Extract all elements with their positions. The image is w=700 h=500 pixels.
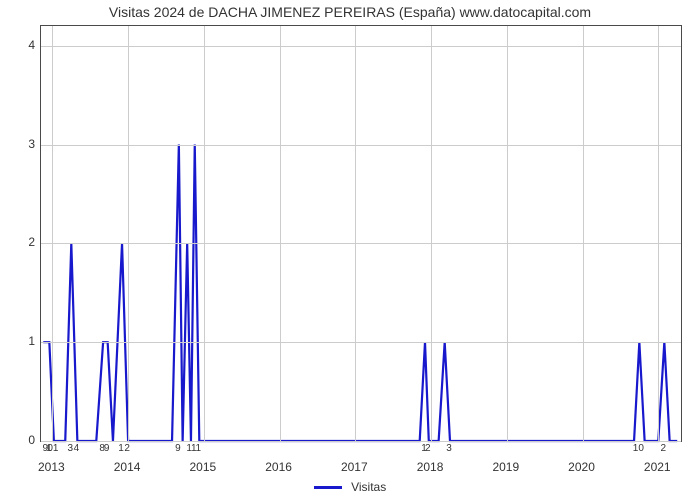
grid-line-v — [128, 26, 129, 441]
grid-line-h — [41, 441, 681, 442]
x-value-label: 2 — [124, 443, 130, 454]
y-tick-label: 2 — [28, 235, 35, 249]
grid-line-v — [583, 26, 584, 441]
plot-area — [40, 25, 682, 442]
grid-line-h — [41, 145, 681, 146]
x-value-label: 01 — [47, 443, 58, 454]
x-value-label: 1 — [196, 443, 202, 454]
x-value-label: 2 — [661, 443, 667, 454]
grid-line-v — [431, 26, 432, 441]
x-year-label: 2013 — [38, 460, 65, 474]
x-year-label: 2014 — [114, 460, 141, 474]
grid-line-h — [41, 342, 681, 343]
x-year-label: 2015 — [189, 460, 216, 474]
grid-line-h — [41, 46, 681, 47]
y-tick-label: 1 — [28, 334, 35, 348]
x-value-label: 4 — [74, 443, 80, 454]
x-value-label: 9 — [104, 443, 110, 454]
grid-line-v — [507, 26, 508, 441]
x-year-label: 2019 — [492, 460, 519, 474]
grid-line-v — [658, 26, 659, 441]
x-value-label: 9 — [175, 443, 181, 454]
grid-line-v — [52, 26, 53, 441]
x-year-label: 2017 — [341, 460, 368, 474]
grid-line-v — [204, 26, 205, 441]
grid-line-v — [355, 26, 356, 441]
x-value-label: 3 — [68, 443, 74, 454]
series-line — [41, 26, 681, 441]
legend-swatch — [314, 486, 342, 489]
chart-title: Visitas 2024 de DACHA JIMENEZ PEREIRAS (… — [0, 4, 700, 20]
x-value-label: 1 — [118, 443, 124, 454]
y-tick-label: 4 — [28, 38, 35, 52]
y-tick-label: 0 — [28, 433, 35, 447]
x-year-label: 2018 — [417, 460, 444, 474]
grid-line-v — [280, 26, 281, 441]
x-year-label: 2016 — [265, 460, 292, 474]
grid-line-h — [41, 243, 681, 244]
x-value-label: 2 — [425, 443, 431, 454]
legend: Visitas — [0, 480, 700, 494]
legend-label: Visitas — [351, 480, 386, 494]
x-year-label: 2021 — [644, 460, 671, 474]
y-tick-label: 3 — [28, 137, 35, 151]
chart-container: Visitas 2024 de DACHA JIMENEZ PEREIRAS (… — [0, 0, 700, 500]
x-value-label: 3 — [446, 443, 452, 454]
x-year-label: 2020 — [568, 460, 595, 474]
x-value-label: 10 — [633, 443, 644, 454]
